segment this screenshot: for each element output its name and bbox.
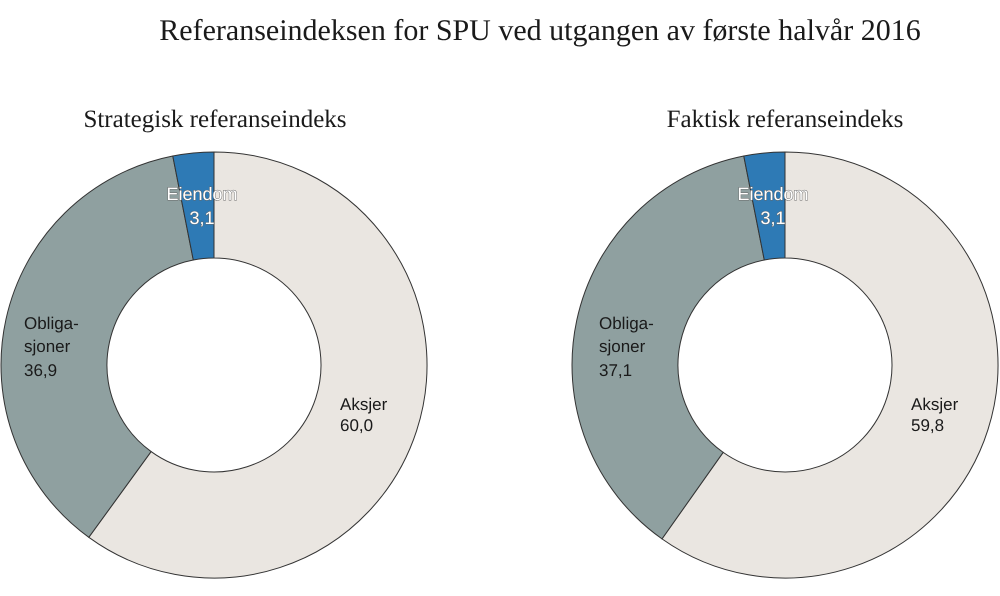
svg-text:3,1: 3,1: [760, 208, 785, 228]
svg-text:Aksjer: Aksjer: [340, 395, 388, 414]
svg-text:Aksjer: Aksjer: [911, 395, 959, 414]
svg-text:36,9: 36,9: [24, 361, 57, 380]
svg-text:59,8: 59,8: [911, 416, 944, 435]
svg-text:Eiendom: Eiendom: [737, 184, 808, 204]
svg-text:sjoner: sjoner: [24, 337, 71, 356]
svg-text:37,1: 37,1: [599, 361, 632, 380]
svg-text:Obliga-: Obliga-: [599, 314, 654, 333]
svg-text:Obliga-: Obliga-: [24, 314, 79, 333]
svg-text:60,0: 60,0: [340, 416, 373, 435]
svg-text:3,1: 3,1: [189, 208, 214, 228]
svg-text:Eiendom: Eiendom: [166, 184, 237, 204]
svg-text:sjoner: sjoner: [599, 337, 646, 356]
